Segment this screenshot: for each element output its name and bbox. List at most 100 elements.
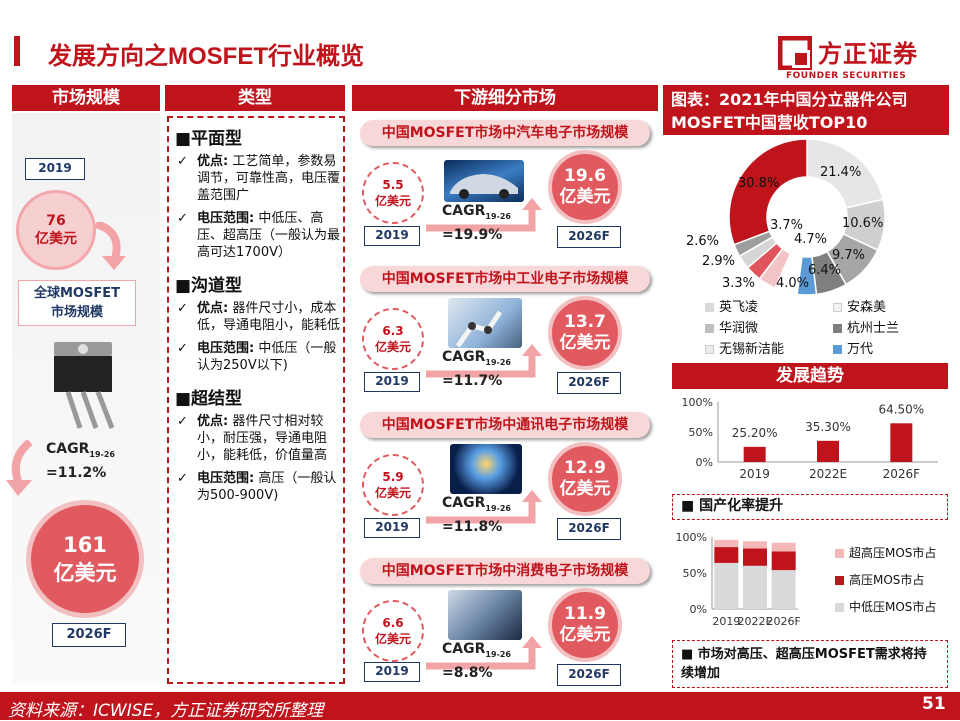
market-end-value: 11.9 亿美元 (559, 604, 611, 645)
bullet-text: 器件尺寸小，成本低，导通电阻小，能耗低 (197, 301, 341, 333)
domestic-title-box: ■ 国产化率提升 (672, 494, 948, 520)
legend-label: 超高压MOS市占 (849, 546, 937, 560)
down-arrow-icon (6, 440, 33, 496)
legend-item: 高压MOS市占 (835, 567, 936, 594)
type-planar-item: ✓ 电压范围: 中低压、高压、超高压（一般认为最高可达1700V） (177, 211, 341, 260)
legend-item: 英飞凌 (705, 297, 833, 318)
cagr-label: CAGR (442, 641, 486, 657)
donut-label-6-4: 6.4% (808, 263, 842, 278)
global-end-value-circle: 161 亿美元 (26, 500, 144, 618)
bottom-note-box: ■ 市场对高压、超高压MOSFET需求将持续增加 (672, 640, 948, 688)
hand-phone-image-icon (448, 590, 522, 640)
stack-segment (743, 565, 767, 609)
donut-label-9-7: 9.7% (832, 248, 866, 263)
trend-bar-label: 64.50% (878, 402, 924, 416)
stack-segment (714, 547, 739, 563)
trend-bar (817, 440, 839, 462)
market-end-circle: 12.9 亿美元 (548, 442, 622, 516)
market-start-circle: 6.3 亿美元 (362, 308, 424, 370)
type-planar: ■平面型 ✓ 优点: 工艺简单，参数易调节，可靠性高，电压覆盖范围广 ✓ 电压范围:… (175, 124, 341, 261)
type-planar-title: ■平面型 (175, 129, 243, 149)
growth-arrow-icon (426, 636, 542, 670)
header-market-size: 市场规模 (12, 85, 160, 111)
bullet-text: 中低压、高压、超高压（一般认为最高可达1700V） (197, 211, 341, 260)
market-year-end: 2026F (557, 518, 621, 540)
y-tick-label: 0% (696, 456, 713, 469)
cagr-sub: 19-26 (485, 357, 511, 367)
legend-item: 无锡新洁能 (705, 339, 833, 360)
donut-label-4-7: 4.7% (794, 232, 828, 247)
stack-segment (714, 539, 739, 548)
trend-bar (743, 446, 766, 462)
cagr-value: =19.9% (442, 226, 503, 243)
global-end-value: 161 亿美元 (53, 533, 117, 585)
car-image-icon (444, 160, 524, 202)
global-cagr: CAGR19-26 =11.2% (46, 440, 115, 482)
donut-label-21-4: 21.4% (820, 165, 862, 180)
bullet-key: 电压范围: (197, 211, 255, 226)
cagr-value: =8.8% (442, 664, 493, 681)
stack-segment (714, 562, 739, 609)
stack-segment (771, 570, 796, 609)
market-year-end: 2026F (557, 664, 621, 686)
y-tick-label: 50% (689, 426, 713, 439)
bottom-note: ■ 市场对高压、超高压MOSFET需求将持续增加 (681, 647, 927, 681)
legend-label: 杭州士兰 (847, 321, 900, 336)
market-block-consumer: 中国MOSFET市场中消费电子市场规模 6.6 亿美元 2019 CAGR19-… (352, 554, 658, 690)
market-year-start: 2019 (364, 372, 420, 392)
donut-label-4-0: 4.0% (776, 276, 810, 291)
cagr-label: CAGR (442, 349, 486, 365)
growth-arrow-icon (426, 198, 542, 232)
logo-name: 方正证券 (818, 40, 918, 68)
market-year-start: 2019 (364, 226, 420, 246)
mosfet-chip-icon (54, 342, 115, 429)
market-cagr: CAGR19-26 =19.9% (442, 202, 511, 244)
growth-arrow-icon (426, 344, 542, 378)
global-start-value-circle: 76 亿美元 (16, 190, 96, 270)
market-start-circle: 6.6 亿美元 (362, 600, 424, 662)
market-block-communication: 中国MOSFET市场中通讯电子市场规模 5.9 亿美元 2019 CAGR19-… (352, 408, 658, 550)
bullet-key: 电压范围: (197, 341, 255, 356)
type-planar-item: ✓ 优点: 工艺简单，参数易调节，可靠性高，电压覆盖范围广 (177, 154, 341, 203)
global-market-label: 全球MOSFET 市场规模 (18, 280, 136, 326)
donut-label-3-3: 3.3% (722, 276, 756, 291)
legend-label: 高压MOS市占 (849, 573, 925, 587)
type-superjunction-item: ✓ 优点: 器件尺寸相对较小，耐压强，导通电阻小，能耗低，价值量高 (177, 414, 328, 463)
year-start-box: 2019 (25, 158, 85, 180)
market-year-end: 2026F (557, 226, 621, 248)
cagr-value: =11.7% (442, 372, 503, 389)
industrial-robot-image-icon (448, 298, 522, 348)
market-end-circle: 11.9 亿美元 (548, 588, 622, 662)
stack-legend: 超高压MOS市占 高压MOS市占 中低压MOS市占 (835, 540, 936, 621)
global-cagr-value: =11.2% (46, 464, 107, 481)
type-trench: ■沟道型 ✓ 优点: 器件尺寸小，成本低，导通电阻小，能耗低 ✓ 电压范围: 中低压… (175, 271, 341, 374)
donut-label-2-9: 2.9% (702, 254, 736, 269)
types-list: ■平面型 ✓ 优点: 工艺简单，参数易调节，可靠性高，电压覆盖范围广 ✓ 电压范围:… (175, 124, 341, 504)
page-title: 发展方向之MOSFET行业概览 (48, 43, 364, 70)
market-start-circle: 5.5 亿美元 (362, 162, 424, 224)
market-block-auto: 中国MOSFET市场中汽车电子市场规模 5.5 亿美元 2019 CAGR19-… (352, 116, 658, 258)
market-year-end: 2026F (557, 372, 621, 394)
market-cagr: CAGR19-26 =11.8% (442, 494, 511, 536)
legend-item: 华润微 (705, 318, 833, 339)
legend-label: 中低压MOS市占 (849, 600, 937, 614)
market-cagr: CAGR19-26 =8.8% (442, 640, 511, 682)
legend-item: 安森美 (833, 297, 886, 318)
donut-label-3-7: 3.7% (770, 218, 804, 233)
bullet-key: 优点: (197, 154, 229, 169)
legend-label: 无锡新洁能 (719, 342, 785, 357)
trend-bar-label: 35.30% (805, 420, 851, 434)
legend-item: 超高压MOS市占 (835, 540, 936, 567)
y-tick-label: 100% (676, 531, 707, 544)
donut-label-2-6: 2.6% (686, 234, 720, 249)
market-end-value: 13.7 亿美元 (559, 312, 611, 353)
cagr-value: =11.8% (442, 518, 503, 535)
footer-bar (0, 692, 960, 720)
bullet-key: 优点: (197, 414, 229, 429)
legend-label: 华润微 (719, 321, 759, 336)
market-year-start: 2019 (364, 518, 420, 538)
logo-subtitle: FOUNDER SECURITIES (786, 71, 907, 81)
cagr-sub: 19-26 (485, 503, 511, 513)
x-tick-label: 2022E (738, 615, 773, 628)
